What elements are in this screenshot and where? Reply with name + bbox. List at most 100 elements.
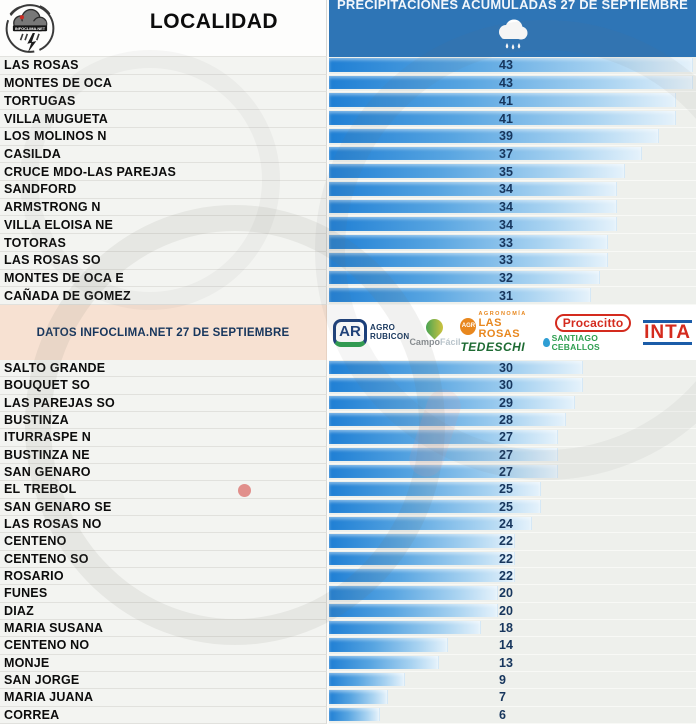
bar-cell: 24	[327, 515, 696, 534]
bar-cell: 41	[327, 110, 696, 128]
precip-bar	[329, 447, 558, 461]
localidad-header: INFOCLIMA.NET LOCALIDAD	[0, 0, 327, 57]
table-row: DIAZ 20	[0, 602, 696, 620]
datos-banner: DATOS INFOCLIMA.NET 27 DE SEPTIEMBRE	[0, 305, 327, 360]
locality-label: ITURRASPE N	[0, 429, 327, 447]
table-row: TOTORAS 33	[0, 234, 696, 252]
bar-cell: 13	[327, 654, 696, 672]
table-row: EL TREBOL 25	[0, 481, 696, 499]
precip-value: 43	[499, 76, 513, 91]
precip-bar	[329, 58, 694, 72]
locality-label: LAS PAREJAS SO	[0, 394, 327, 412]
locality-label: SAN GENARO SE	[0, 498, 327, 516]
locality-label: LAS ROSAS SO	[0, 251, 327, 270]
svg-text:INFOCLIMA.NET: INFOCLIMA.NET	[15, 26, 46, 31]
table-row: BUSTINZA 28	[0, 411, 696, 430]
precip-value: 7	[499, 690, 506, 705]
bar-cell: 43	[327, 57, 696, 75]
locality-label: EL TREBOL	[0, 481, 327, 499]
precip-bar	[329, 516, 533, 531]
bar-cell: 41	[327, 92, 696, 111]
precip-value: 35	[499, 164, 513, 179]
table-row: LAS ROSAS NO 24	[0, 515, 696, 534]
precip-bar	[329, 464, 558, 479]
locality-label: LAS ROSAS NO	[0, 515, 327, 534]
locality-label: TORTUGAS	[0, 92, 327, 111]
santiago-ceballos-label: SANTIAGO CEBALLOS	[551, 333, 600, 352]
map-pin-icon	[422, 314, 447, 340]
locality-label: FUNES	[0, 585, 327, 603]
agro-rubicon-icon: AR	[333, 318, 367, 347]
bar-cell: 6	[327, 706, 696, 724]
table-row: LOS MOLINOS N 39	[0, 127, 696, 146]
table-row: SAN JORGE 9	[0, 671, 696, 690]
table-row: CASILDA 37	[0, 145, 696, 164]
locality-label: ROSARIO	[0, 567, 327, 586]
table-row: MONJE 13	[0, 654, 696, 672]
infoclima-logo: INFOCLIMA.NET	[3, 1, 57, 61]
precip-bar	[329, 534, 516, 548]
bar-cell: 31	[327, 287, 696, 306]
table-row: ARMSTRONG N 34	[0, 198, 696, 217]
precip-bar	[329, 707, 380, 721]
table-row: VILLA ELOISA NE 34	[0, 216, 696, 235]
precip-value: 20	[499, 586, 513, 601]
locality-label: CRUCE MDO-LAS PAREJAS	[0, 163, 327, 182]
bar-cell: 9	[327, 671, 696, 690]
tedeschi-name: TEDESCHI	[460, 339, 526, 354]
locality-label: VILLA ELOISA NE	[0, 216, 327, 235]
bar-cell: 27	[327, 446, 696, 464]
agr-circle-icon: AGR	[460, 317, 477, 335]
bar-cell: 33	[327, 251, 696, 270]
locality-label: CORREA	[0, 706, 327, 724]
bar-cell: 22	[327, 533, 696, 551]
chart-header: PRECIPITACIONES ACUMULADAS 27 DE SEPTIEM…	[327, 0, 696, 57]
precip-value: 6	[499, 707, 506, 722]
table-row: SANDFORD 34	[0, 181, 696, 199]
table-row: BUSTINZA NE 27	[0, 446, 696, 464]
bar-cell: 22	[327, 550, 696, 568]
precip-bar	[329, 217, 617, 232]
locality-label: SAN GENARO	[0, 463, 327, 482]
infoclima-logo-icon: INFOCLIMA.NET	[5, 4, 55, 53]
precip-value: 14	[499, 638, 513, 653]
locality-label: BUSTINZA	[0, 411, 327, 430]
precip-bar	[329, 146, 643, 161]
locality-label: CASILDA	[0, 145, 327, 164]
precip-value: 25	[499, 482, 513, 497]
precip-value: 28	[499, 413, 513, 428]
table-row: ROSARIO 22	[0, 567, 696, 586]
sponsor-procacitto: Procacitto SANTIAGO CEBALLOS	[542, 314, 643, 352]
header: INFOCLIMA.NET LOCALIDAD PRECIPITACIONES …	[0, 0, 696, 57]
precip-value: 43	[499, 58, 513, 73]
table-row: BOUQUET SO 30	[0, 377, 696, 395]
bar-cell: 18	[327, 619, 696, 638]
bar-cell: 33	[327, 234, 696, 252]
precip-value: 30	[499, 378, 513, 393]
table-row: MONTES DE OCA E 32	[0, 269, 696, 288]
table-row: CENTENO NO 14	[0, 637, 696, 655]
precip-value: 22	[499, 551, 513, 566]
table-row: SAN GENARO 27	[0, 463, 696, 482]
rain-cloud-icon	[329, 18, 696, 52]
locality-label: LOS MOLINOS N	[0, 127, 327, 146]
precip-bar	[329, 199, 617, 214]
precip-bar	[329, 603, 499, 617]
precip-bar	[329, 252, 609, 267]
campofacil-part1: Campo	[409, 336, 440, 347]
locality-label: CAÑADA DE GOMEZ	[0, 287, 327, 306]
bar-cell: 7	[327, 689, 696, 707]
table-row: CENTENO SO 22	[0, 550, 696, 568]
precip-bar	[329, 93, 677, 108]
precip-bar	[329, 164, 626, 179]
precip-bar	[329, 430, 558, 444]
precip-bar	[329, 361, 583, 375]
table-row: LAS ROSAS SO 33	[0, 251, 696, 270]
precip-bar	[329, 128, 660, 143]
precip-bar	[329, 638, 448, 652]
table-row: SAN GENARO SE 25	[0, 498, 696, 516]
precip-value: 39	[499, 129, 513, 144]
precip-value: 27	[499, 465, 513, 480]
chart-title: PRECIPITACIONES ACUMULADAS 27 DE SEPTIEM…	[337, 0, 688, 12]
locality-label: MONJE	[0, 654, 327, 672]
